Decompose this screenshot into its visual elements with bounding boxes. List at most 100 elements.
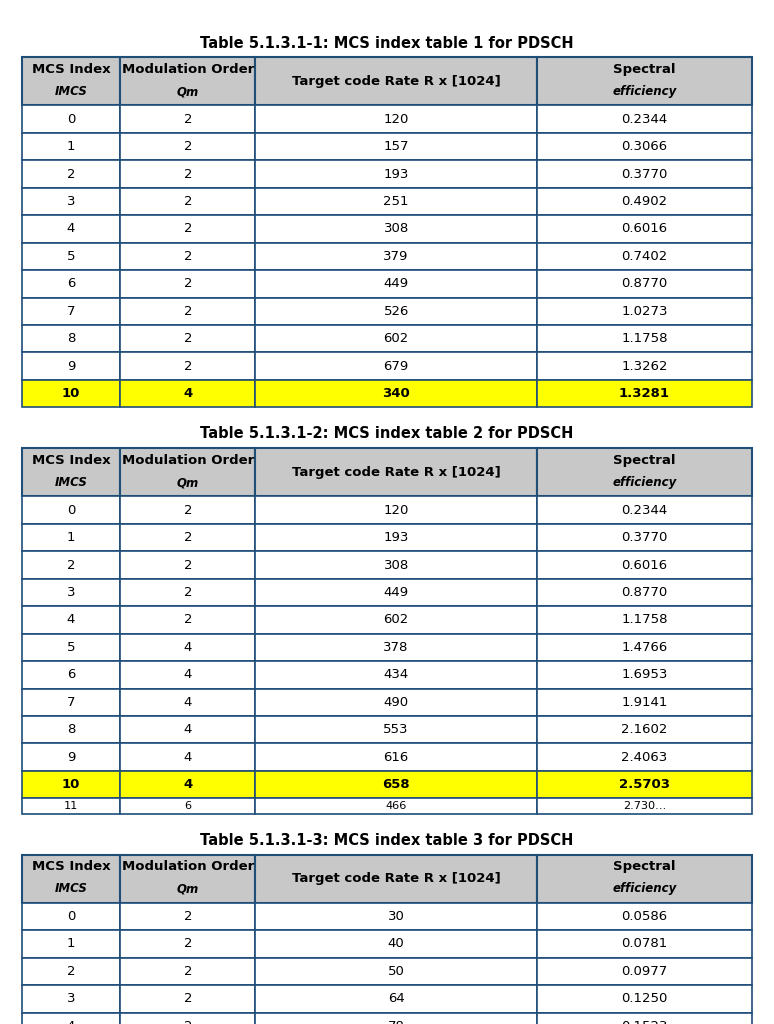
Bar — [537, 215, 752, 243]
Bar — [120, 105, 255, 133]
Text: Modulation Order: Modulation Order — [122, 62, 254, 76]
Bar — [255, 325, 537, 352]
Bar — [255, 243, 537, 270]
Text: 3: 3 — [67, 992, 75, 1006]
Text: 2: 2 — [183, 113, 192, 126]
Bar — [537, 161, 752, 187]
Text: 0.8770: 0.8770 — [622, 278, 668, 291]
Bar — [537, 449, 752, 497]
Text: 0.4902: 0.4902 — [622, 195, 668, 208]
Bar — [120, 662, 255, 688]
Text: 308: 308 — [383, 222, 409, 236]
Text: Table 5.1.3.1-3: MCS index table 3 for PDSCH: Table 5.1.3.1-3: MCS index table 3 for P… — [200, 833, 574, 848]
Text: 2: 2 — [183, 250, 192, 263]
Text: 0.3066: 0.3066 — [622, 140, 668, 154]
Text: 1.9141: 1.9141 — [622, 695, 668, 709]
Text: Modulation Order: Modulation Order — [122, 454, 254, 467]
Bar — [22, 325, 120, 352]
Text: 9: 9 — [67, 359, 75, 373]
Bar — [22, 187, 120, 215]
Bar — [22, 449, 120, 497]
Text: 0.0781: 0.0781 — [622, 937, 668, 950]
Bar — [22, 551, 120, 579]
Text: 379: 379 — [383, 250, 409, 263]
Text: Spectral: Spectral — [613, 860, 676, 872]
Bar — [22, 855, 120, 903]
Bar — [22, 270, 120, 298]
Bar — [537, 743, 752, 771]
Text: 5: 5 — [67, 250, 75, 263]
Bar — [22, 903, 120, 930]
Text: MCS Index: MCS Index — [32, 860, 111, 872]
Bar — [120, 524, 255, 551]
Text: 2: 2 — [183, 278, 192, 291]
Text: 2.4063: 2.4063 — [622, 751, 668, 764]
Text: 2: 2 — [183, 504, 192, 517]
Bar — [537, 187, 752, 215]
Bar — [255, 662, 537, 688]
Text: 0.2344: 0.2344 — [622, 504, 668, 517]
Text: 616: 616 — [383, 751, 409, 764]
Bar — [255, 270, 537, 298]
Bar — [22, 985, 120, 1013]
Bar — [22, 606, 120, 634]
Text: Qm: Qm — [176, 883, 199, 895]
Bar — [22, 243, 120, 270]
Text: 30: 30 — [388, 910, 405, 923]
Text: 120: 120 — [383, 504, 409, 517]
Text: 2: 2 — [183, 1020, 192, 1024]
Bar — [255, 930, 537, 957]
Text: 2.1602: 2.1602 — [622, 723, 668, 736]
Text: Spectral: Spectral — [613, 454, 676, 467]
Bar — [120, 743, 255, 771]
Text: 0: 0 — [67, 910, 75, 923]
Text: 4: 4 — [183, 387, 193, 400]
Text: 10: 10 — [62, 387, 80, 400]
Bar — [537, 688, 752, 716]
Text: Qm: Qm — [176, 85, 199, 98]
Text: 2: 2 — [183, 531, 192, 544]
Bar — [537, 380, 752, 408]
Bar — [120, 579, 255, 606]
Text: 2: 2 — [183, 332, 192, 345]
Text: 1.1758: 1.1758 — [622, 332, 668, 345]
Bar — [120, 634, 255, 662]
Bar — [255, 105, 537, 133]
Bar — [120, 903, 255, 930]
Bar — [22, 215, 120, 243]
Text: 0.1250: 0.1250 — [622, 992, 668, 1006]
Bar — [120, 957, 255, 985]
Text: 40: 40 — [388, 937, 405, 950]
Text: 3: 3 — [67, 195, 75, 208]
Bar — [255, 855, 537, 903]
Text: Table 5.1.3.1-2: MCS index table 2 for PDSCH: Table 5.1.3.1-2: MCS index table 2 for P… — [200, 426, 574, 441]
Text: 0.7402: 0.7402 — [622, 250, 668, 263]
Text: 434: 434 — [383, 669, 409, 681]
Bar — [22, 957, 120, 985]
Text: 2: 2 — [183, 586, 192, 599]
Text: efficiency: efficiency — [612, 883, 676, 895]
Text: 2: 2 — [67, 168, 75, 180]
Text: 0.3770: 0.3770 — [622, 168, 668, 180]
Bar — [537, 1013, 752, 1024]
Bar — [22, 524, 120, 551]
Bar — [22, 1013, 120, 1024]
Text: 378: 378 — [383, 641, 409, 654]
Text: Qm: Qm — [176, 476, 199, 489]
Text: 526: 526 — [383, 305, 409, 317]
Text: 602: 602 — [383, 332, 409, 345]
Bar — [255, 133, 537, 161]
Text: 0.1523: 0.1523 — [622, 1020, 668, 1024]
Text: Target code Rate R x [1024]: Target code Rate R x [1024] — [292, 466, 501, 479]
Text: 2: 2 — [183, 613, 192, 627]
Text: 193: 193 — [383, 168, 409, 180]
Bar — [537, 855, 752, 903]
Text: 157: 157 — [383, 140, 409, 154]
Text: 449: 449 — [384, 278, 409, 291]
Text: 11: 11 — [64, 801, 78, 811]
Text: 1.3281: 1.3281 — [619, 387, 670, 400]
Text: 251: 251 — [383, 195, 409, 208]
Text: Table 5.1.3.1-1: MCS index table 1 for PDSCH: Table 5.1.3.1-1: MCS index table 1 for P… — [200, 36, 574, 50]
Text: 0.6016: 0.6016 — [622, 558, 668, 571]
Bar — [120, 771, 255, 799]
